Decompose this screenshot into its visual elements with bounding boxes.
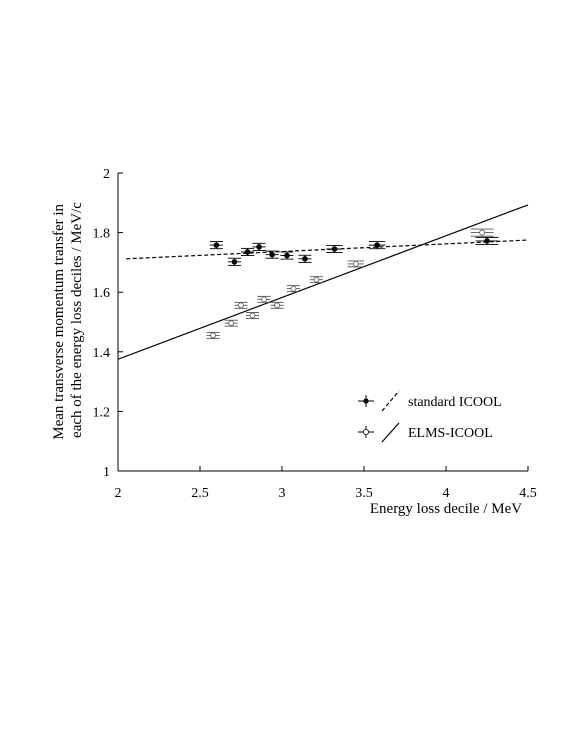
filled-circle-marker: [269, 251, 275, 258]
x-tick-label: 2: [115, 486, 122, 501]
open-circle-marker: [313, 276, 320, 283]
fit-line-elms-icool: [117, 204, 529, 360]
open-circle-marker: [352, 260, 359, 267]
data-point-elms-icool: [224, 319, 238, 327]
legend-filled-circle-marker: [363, 398, 369, 404]
data-point-elms-icool: [245, 312, 260, 319]
data-point-standard-icool: [280, 251, 294, 260]
filled-circle-marker: [484, 238, 490, 244]
legend-label-standard-icool: standard ICOOL: [408, 395, 502, 410]
data-point-standard-icool: [298, 254, 312, 263]
data-point-elms-icool: [309, 276, 323, 284]
open-circle-marker: [261, 296, 267, 303]
y-axis-title-line-1: Mean transverse momentum transfer in: [51, 203, 67, 439]
data-point-standard-icool: [265, 250, 279, 259]
y-tick-label: 1.6: [93, 286, 111, 301]
y-axis-title-line-2: each of the energy loss deciles / MeV/c: [69, 202, 85, 438]
data-point-elms-icool: [286, 285, 301, 293]
data-point-standard-icool: [227, 257, 241, 266]
data-point-standard-icool: [252, 242, 266, 251]
filled-circle-marker: [331, 246, 338, 252]
y-tick-label: 2: [103, 167, 110, 182]
legend-dashed-line-sample: [381, 390, 400, 412]
axes: [117, 173, 528, 472]
filled-circle-marker: [284, 252, 290, 259]
data-point-elms-icool: [234, 301, 248, 309]
x-tick-label: 4: [443, 486, 450, 501]
filled-circle-marker: [374, 242, 380, 248]
fit-line-standard-icool: [126, 239, 529, 260]
legend: standard ICOOL ELMS-ICOOL: [358, 390, 502, 443]
y-axis-title: Mean transverse momentum transfer in eac…: [51, 200, 85, 440]
x-tick-label: 4.5: [519, 486, 537, 501]
y-tick-label: 1.8: [93, 227, 111, 242]
ticks: 2 2.5 3 3.5 4 4.5 1 1.2 1.4 1.6 1.8 2: [93, 167, 537, 501]
legend-entry-standard-icool: standard ICOOL: [358, 390, 502, 412]
y-tick-label: 1.2: [93, 405, 111, 420]
filled-circle-marker: [244, 249, 251, 255]
x-tick-label: 3: [279, 486, 286, 501]
filled-circle-marker: [256, 244, 262, 250]
data-point-elms-icool: [347, 260, 364, 268]
filled-circle-marker: [213, 242, 220, 248]
y-tick-label: 1: [103, 465, 110, 480]
data-point-elms-icool: [257, 295, 271, 303]
legend-entry-elms-icool: ELMS-ICOOL: [358, 422, 493, 443]
open-circle-marker: [274, 302, 280, 309]
open-circle-marker: [228, 320, 235, 327]
open-circle-marker: [210, 332, 217, 339]
data-point-elms-icool: [470, 228, 494, 237]
data-point-standard-icool: [368, 241, 386, 250]
x-axis-title: Energy loss decile / MeV: [370, 501, 522, 517]
open-circle-marker: [249, 312, 256, 319]
data-point-standard-icool: [326, 244, 343, 254]
fit-lines: [117, 204, 529, 360]
data-points: [206, 228, 499, 339]
data-point-standard-icool: [241, 247, 255, 256]
filled-circle-marker: [231, 259, 238, 265]
data-point-standard-icool: [475, 236, 499, 245]
filled-circle-marker: [302, 256, 308, 262]
legend-open-circle-marker: [362, 428, 369, 435]
x-tick-label: 3.5: [355, 486, 373, 501]
data-point-standard-icool: [209, 241, 223, 250]
x-tick-label: 2.5: [191, 486, 209, 501]
y-tick-label: 1.4: [93, 346, 111, 361]
legend-solid-line-sample: [381, 422, 400, 443]
open-circle-marker: [479, 229, 485, 236]
open-circle-marker: [290, 285, 297, 292]
data-point-elms-icool: [270, 301, 284, 309]
open-circle-marker: [238, 302, 244, 309]
data-point-elms-icool: [206, 331, 220, 339]
legend-label-elms-icool: ELMS-ICOOL: [408, 426, 493, 441]
